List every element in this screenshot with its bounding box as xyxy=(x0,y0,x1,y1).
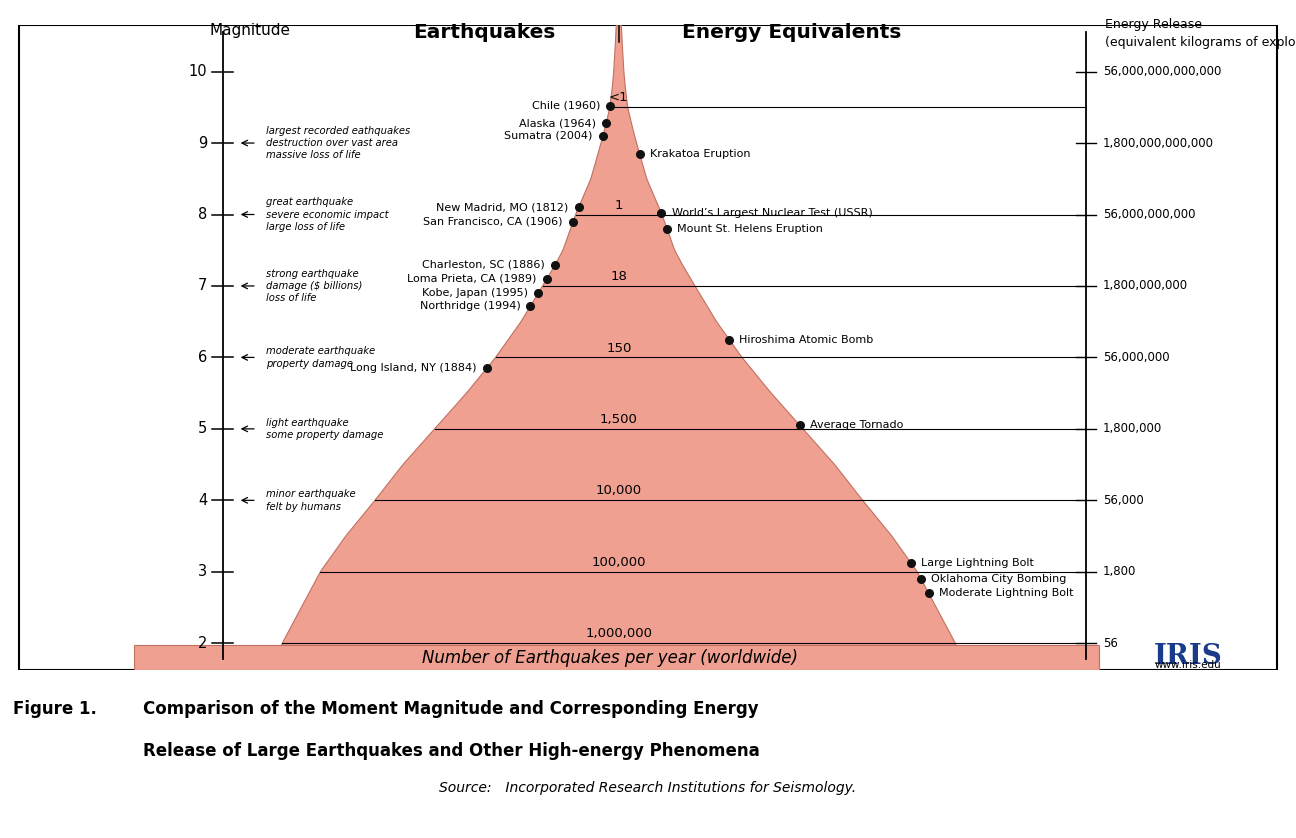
Text: Chile (1960): Chile (1960) xyxy=(531,101,600,111)
Text: Release of Large Earthquakes and Other High-energy Phenomena: Release of Large Earthquakes and Other H… xyxy=(143,742,759,759)
Text: Comparison of the Moment Magnitude and Corresponding Energy: Comparison of the Moment Magnitude and C… xyxy=(143,700,758,717)
Text: Sumatra (2004): Sumatra (2004) xyxy=(504,131,592,141)
Text: 1,500: 1,500 xyxy=(600,413,638,426)
Text: 1,800,000: 1,800,000 xyxy=(1103,422,1163,436)
Text: Source: Incorporated Research Institutions for Seismology.: Source: Incorporated Research Institutio… xyxy=(439,781,857,795)
Text: Hiroshima Atomic Bomb: Hiroshima Atomic Bomb xyxy=(740,334,874,344)
Text: 1,800,000,000: 1,800,000,000 xyxy=(1103,279,1188,292)
Text: 9: 9 xyxy=(198,136,207,151)
Text: Alaska (1964): Alaska (1964) xyxy=(518,118,596,128)
Text: <1: <1 xyxy=(609,91,629,105)
Text: minor earthquake
felt by humans: minor earthquake felt by humans xyxy=(266,489,355,511)
Text: Northridge (1994): Northridge (1994) xyxy=(420,301,520,311)
Text: 56: 56 xyxy=(1103,637,1117,649)
Text: Large Lightning Bolt: Large Lightning Bolt xyxy=(921,558,1034,568)
Text: (equivalent kilograms of explosive): (equivalent kilograms of explosive) xyxy=(1105,36,1296,49)
Text: 56,000: 56,000 xyxy=(1103,494,1143,507)
Polygon shape xyxy=(133,644,1099,670)
Text: New Madrid, MO (1812): New Madrid, MO (1812) xyxy=(437,202,569,212)
Text: IRIS: IRIS xyxy=(1153,643,1222,670)
Text: 5: 5 xyxy=(198,422,207,437)
Text: moderate earthquake
property damage: moderate earthquake property damage xyxy=(266,346,375,369)
Polygon shape xyxy=(273,25,964,670)
Text: 1,800,000,000,000: 1,800,000,000,000 xyxy=(1103,137,1213,149)
Text: www.iris.edu: www.iris.edu xyxy=(1155,660,1221,670)
Text: strong earthquake
damage ($ billions)
loss of life: strong earthquake damage ($ billions) lo… xyxy=(266,268,362,303)
Text: light earthquake
some property damage: light earthquake some property damage xyxy=(266,417,384,440)
Text: Earthquakes: Earthquakes xyxy=(413,23,555,42)
Text: San Francisco, CA (1906): San Francisco, CA (1906) xyxy=(424,217,562,226)
Text: Number of Earthquakes per year (worldwide): Number of Earthquakes per year (worldwid… xyxy=(422,649,798,666)
Text: Krakatoa Eruption: Krakatoa Eruption xyxy=(649,149,750,158)
Text: Average Tornado: Average Tornado xyxy=(810,421,903,430)
Text: 56,000,000,000: 56,000,000,000 xyxy=(1103,208,1195,221)
Text: Energy Equivalents: Energy Equivalents xyxy=(682,23,902,42)
Text: 2: 2 xyxy=(198,636,207,651)
Text: Figure 1.: Figure 1. xyxy=(13,700,97,717)
Text: Loma Prieta, CA (1989): Loma Prieta, CA (1989) xyxy=(407,274,537,284)
Text: 1: 1 xyxy=(614,199,623,212)
Text: 1,000,000: 1,000,000 xyxy=(586,628,652,640)
Text: 7: 7 xyxy=(198,278,207,293)
Text: Magnitude: Magnitude xyxy=(210,23,290,39)
Text: 56,000,000,000,000: 56,000,000,000,000 xyxy=(1103,65,1221,78)
Text: Mount St. Helens Eruption: Mount St. Helens Eruption xyxy=(678,224,823,234)
Text: Oklahoma City Bombing: Oklahoma City Bombing xyxy=(932,574,1067,584)
Text: Kobe, Japan (1995): Kobe, Japan (1995) xyxy=(422,288,527,298)
Text: 6: 6 xyxy=(198,350,207,365)
Text: 150: 150 xyxy=(607,342,631,354)
Text: largest recorded eathquakes
destruction over vast area
massive loss of life: largest recorded eathquakes destruction … xyxy=(266,126,410,160)
Text: 100,000: 100,000 xyxy=(591,556,645,569)
Text: 10,000: 10,000 xyxy=(596,484,642,498)
Text: Charleston, SC (1886): Charleston, SC (1886) xyxy=(422,260,546,270)
Text: 1,800: 1,800 xyxy=(1103,566,1137,578)
Text: 8: 8 xyxy=(198,207,207,222)
Text: 56,000,000: 56,000,000 xyxy=(1103,351,1169,364)
Text: Moderate Lightning Bolt: Moderate Lightning Bolt xyxy=(938,588,1073,598)
Text: 4: 4 xyxy=(198,493,207,508)
Text: World’s Largest Nuclear Test (USSR): World’s Largest Nuclear Test (USSR) xyxy=(671,208,872,218)
Text: 18: 18 xyxy=(610,270,627,283)
Text: great earthquake
severe economic impact
large loss of life: great earthquake severe economic impact … xyxy=(266,197,389,232)
Text: 3: 3 xyxy=(198,564,207,579)
Text: 10: 10 xyxy=(189,64,207,79)
Text: Energy Release: Energy Release xyxy=(1105,18,1203,31)
Text: Long Island, NY (1884): Long Island, NY (1884) xyxy=(350,363,477,373)
